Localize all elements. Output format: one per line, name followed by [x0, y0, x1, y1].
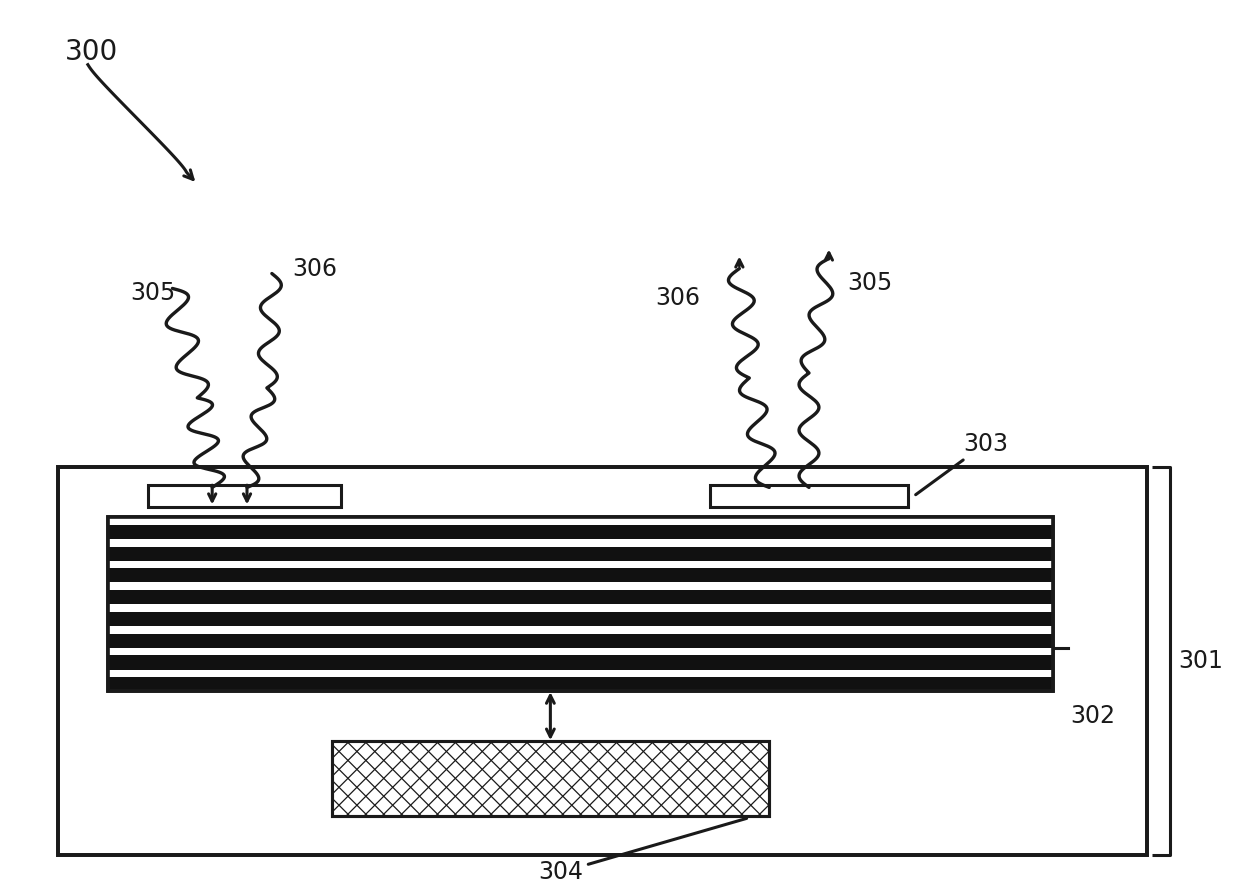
- Bar: [58, 467, 1147, 855]
- Bar: [109, 561, 1052, 569]
- Text: 304: 304: [538, 819, 746, 885]
- Bar: [331, 741, 769, 815]
- Text: 300: 300: [64, 37, 118, 66]
- Bar: [709, 485, 909, 507]
- Bar: [148, 485, 341, 507]
- Bar: [109, 604, 1052, 611]
- Text: 306: 306: [291, 256, 337, 280]
- Text: 305: 305: [130, 281, 176, 305]
- Text: 306: 306: [655, 287, 699, 311]
- Text: 301: 301: [1178, 650, 1223, 674]
- Text: 305: 305: [847, 271, 892, 295]
- Bar: [108, 517, 1053, 692]
- Bar: [109, 517, 1052, 525]
- Bar: [109, 626, 1052, 634]
- Text: 303: 303: [915, 432, 1008, 495]
- Bar: [109, 648, 1052, 655]
- Bar: [109, 539, 1052, 546]
- Bar: [109, 669, 1052, 677]
- Bar: [108, 517, 1053, 692]
- Text: 302: 302: [1070, 704, 1116, 728]
- Bar: [331, 741, 769, 815]
- Bar: [109, 582, 1052, 590]
